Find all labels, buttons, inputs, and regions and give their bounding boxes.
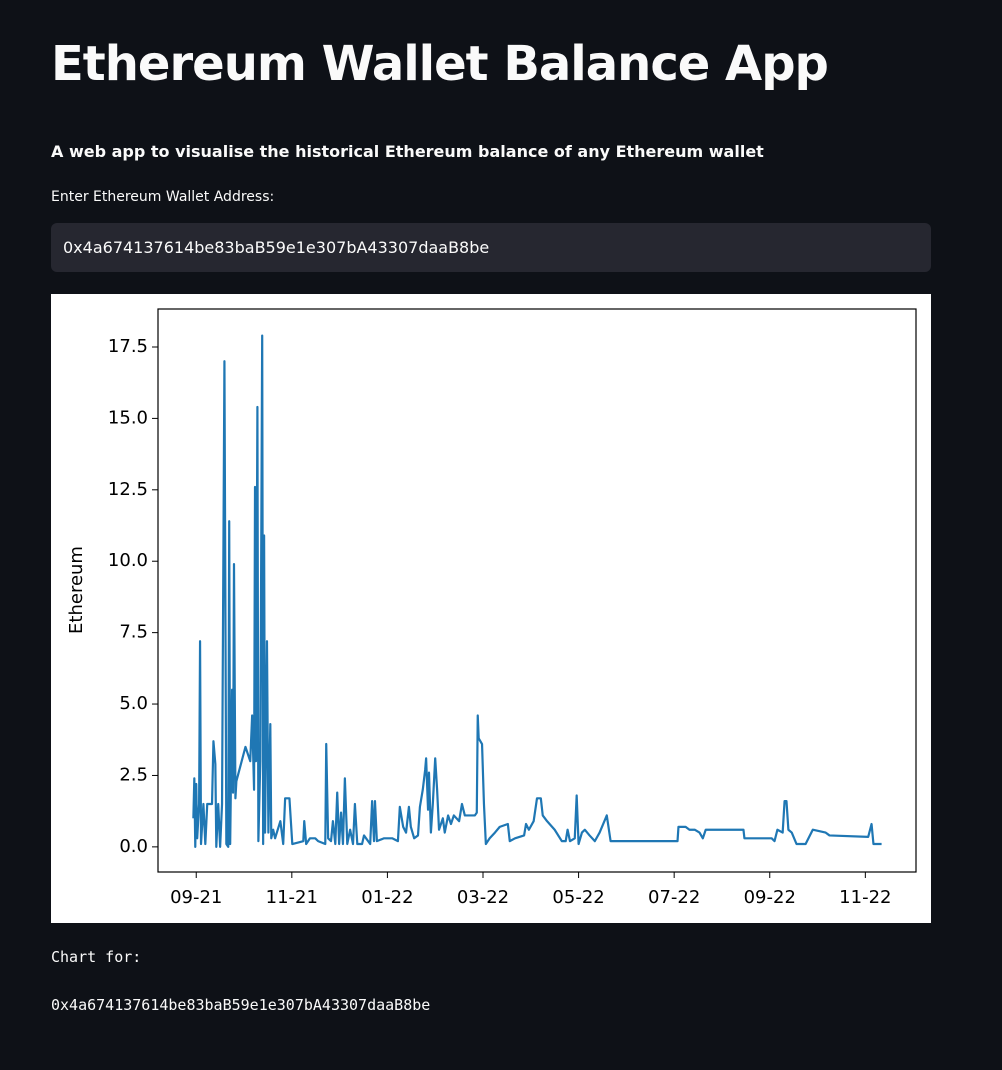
y-axis-label: Ethereum: [66, 546, 87, 634]
app-title: Ethereum Wallet Balance App: [51, 36, 829, 92]
chart: Ethereum 0.0 2.5 5.0 7.5 10.0 12.5 15.0 17.5 09-…: [66, 308, 917, 908]
y-tick-label: 7.5: [119, 622, 148, 643]
y-tick-label: 10.0: [108, 550, 148, 571]
x-tick-label: 03-22: [457, 887, 509, 908]
x-tick-label: 11-21: [266, 887, 318, 908]
y-tick-label: 0.0: [119, 836, 148, 857]
y-tick-label: 17.5: [108, 336, 148, 357]
x-tick-label: 09-21: [170, 887, 222, 908]
address-input[interactable]: 0x4a674137614be83baB59e1e307bA43307daaB8…: [51, 223, 931, 272]
y-tick-label: 2.5: [119, 764, 148, 785]
chart-container: Ethereum 0.0 2.5 5.0 7.5 10.0 12.5 15.0 17.5 09-…: [51, 294, 931, 923]
x-tick-label: 01-22: [361, 887, 413, 908]
balance-line: [192, 334, 882, 848]
chart-address: 0x4a674137614be83baB59e1e307bA43307daaB8…: [51, 996, 431, 1014]
y-tick-label: 12.5: [108, 479, 148, 500]
plot-frame: [157, 308, 917, 873]
app-subtitle: A web app to visualise the historical Et…: [51, 142, 764, 161]
y-tick-label: 5.0: [119, 693, 148, 714]
chart-caption: Chart for:: [51, 948, 142, 966]
y-tick-label: 15.0: [108, 407, 148, 428]
x-tick-label: 09-22: [744, 887, 796, 908]
x-tick-label: 11-22: [839, 887, 891, 908]
x-tick-label: 07-22: [648, 887, 700, 908]
input-label: Enter Ethereum Wallet Address:: [51, 189, 275, 205]
x-tick-label: 05-22: [552, 887, 604, 908]
